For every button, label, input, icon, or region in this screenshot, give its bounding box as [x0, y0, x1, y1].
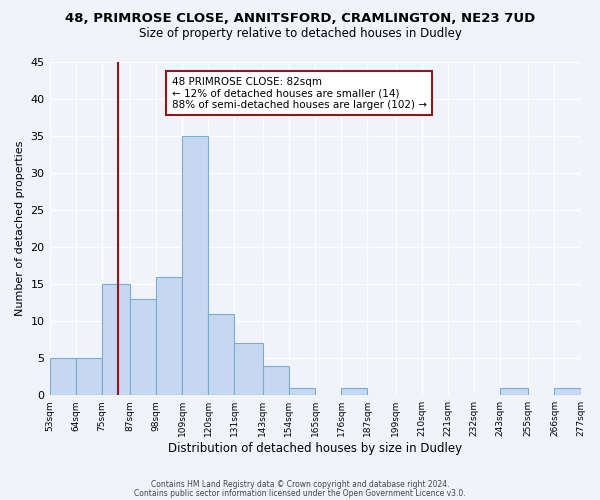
Bar [130, 299, 156, 395]
X-axis label: Distribution of detached houses by size in Dudley: Distribution of detached houses by size … [168, 442, 462, 455]
Y-axis label: Number of detached properties: Number of detached properties [15, 140, 25, 316]
Bar [76, 358, 101, 395]
Text: Contains public sector information licensed under the Open Government Licence v3: Contains public sector information licen… [134, 488, 466, 498]
Bar [101, 284, 130, 395]
Bar [235, 344, 263, 395]
Bar [341, 388, 367, 395]
Text: 48, PRIMROSE CLOSE, ANNITSFORD, CRAMLINGTON, NE23 7UD: 48, PRIMROSE CLOSE, ANNITSFORD, CRAMLING… [65, 12, 535, 26]
Bar [156, 276, 182, 395]
Bar [208, 314, 235, 395]
Text: Contains HM Land Registry data © Crown copyright and database right 2024.: Contains HM Land Registry data © Crown c… [151, 480, 449, 489]
Bar [50, 358, 76, 395]
Bar [554, 388, 581, 395]
Bar [500, 388, 529, 395]
Text: 48 PRIMROSE CLOSE: 82sqm
← 12% of detached houses are smaller (14)
88% of semi-d: 48 PRIMROSE CLOSE: 82sqm ← 12% of detach… [172, 76, 427, 110]
Bar [289, 388, 315, 395]
Text: Size of property relative to detached houses in Dudley: Size of property relative to detached ho… [139, 28, 461, 40]
Bar [263, 366, 289, 395]
Bar [182, 136, 208, 395]
